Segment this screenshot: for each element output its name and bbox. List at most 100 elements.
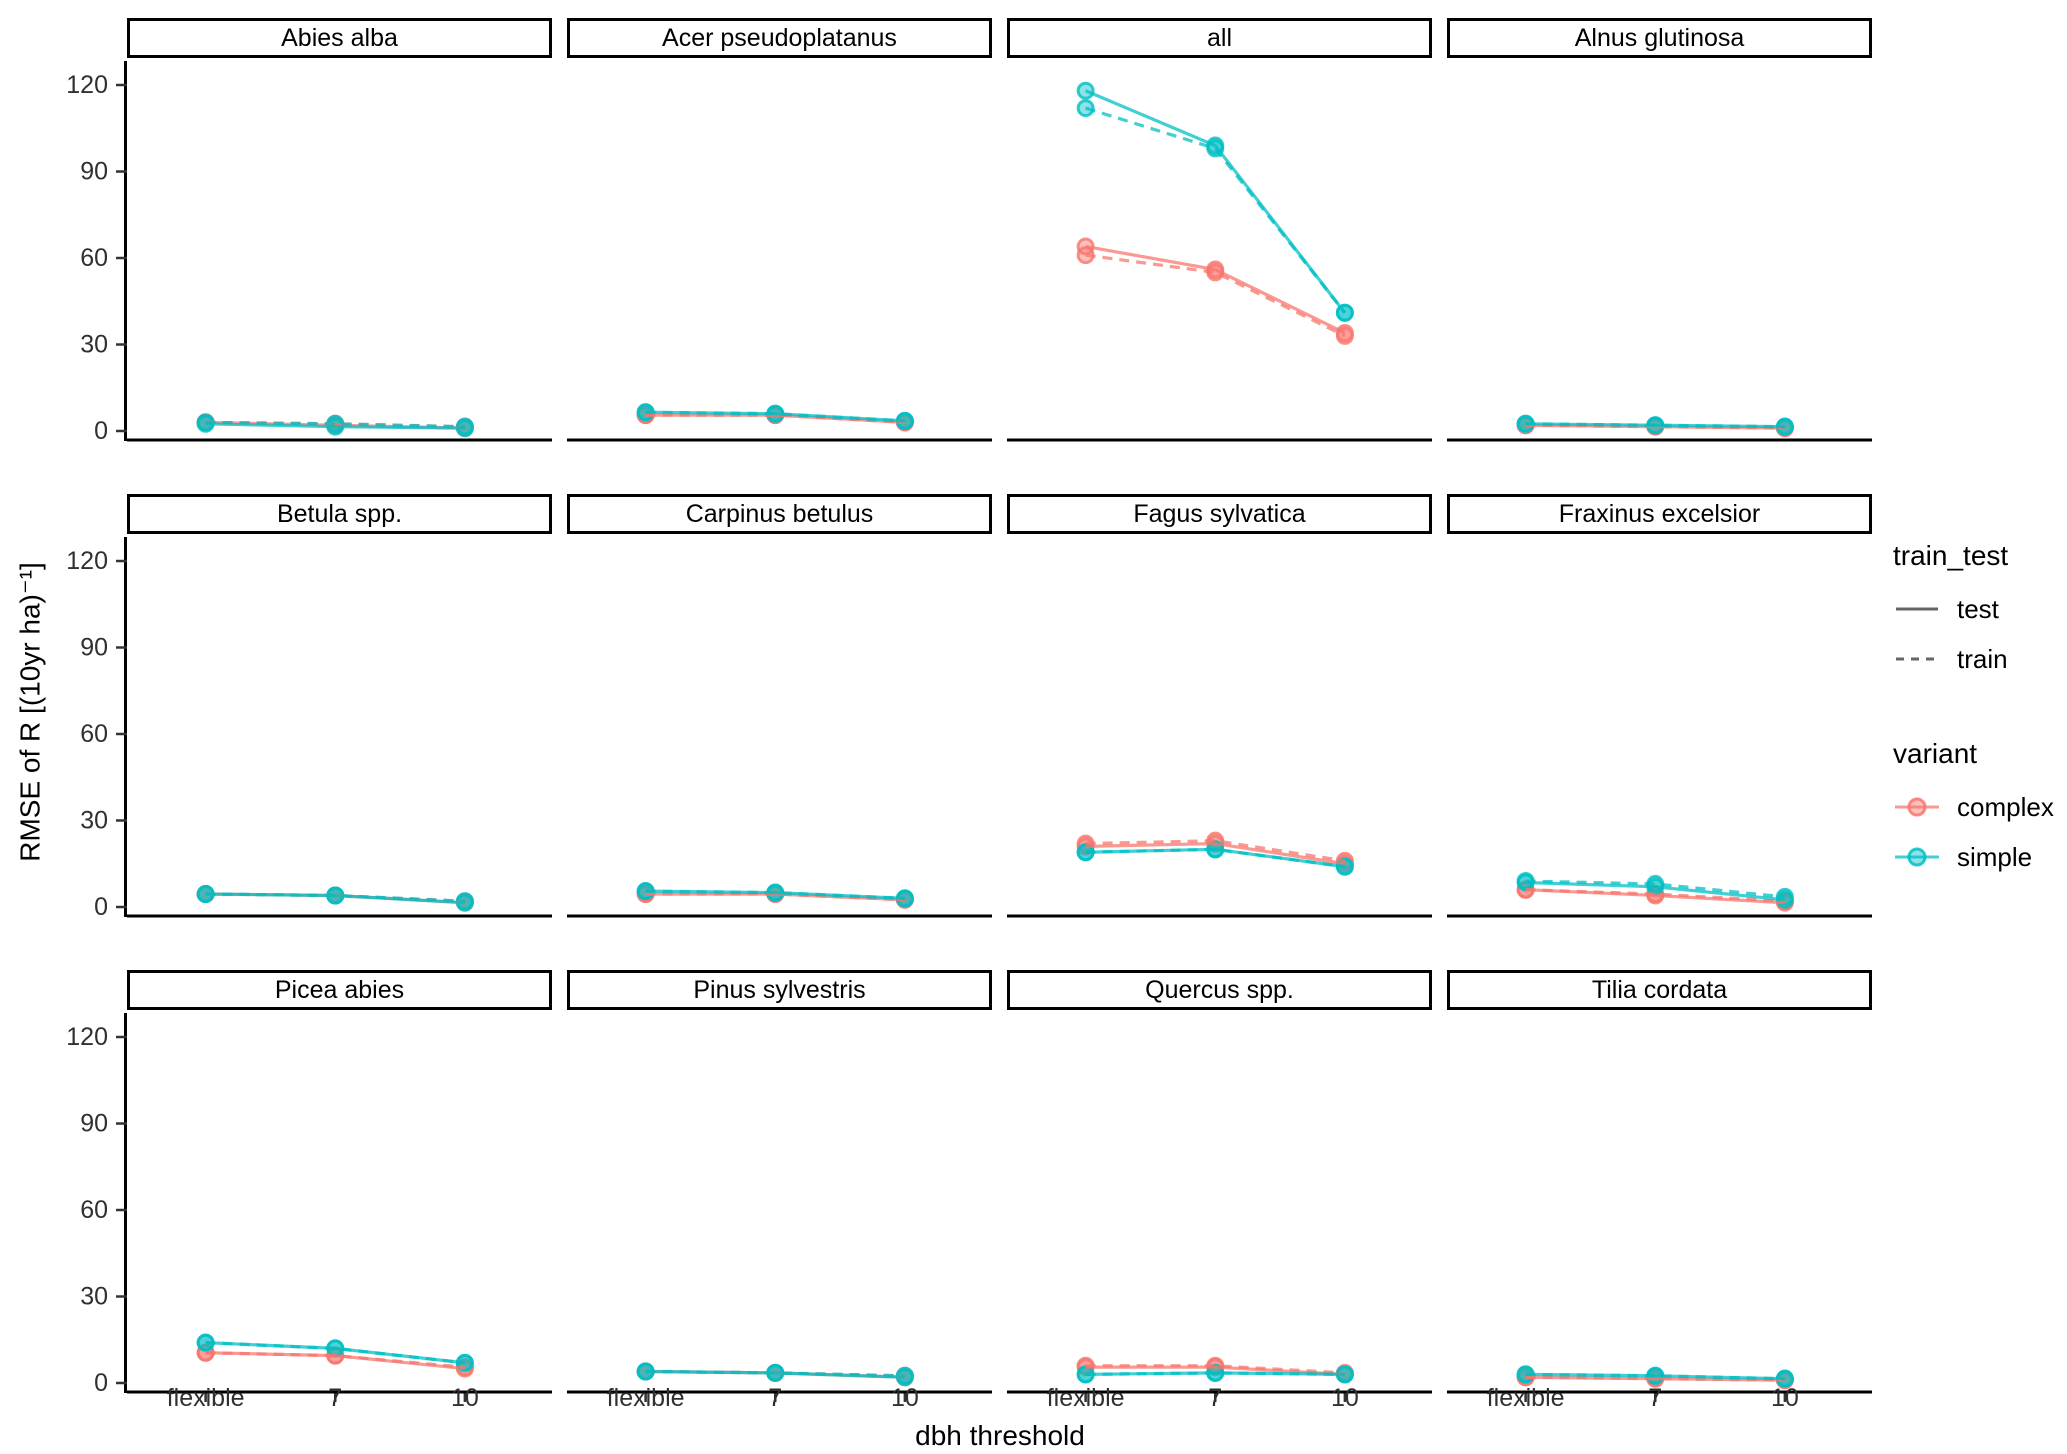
facet-cell: Betula spp. xyxy=(127,494,552,926)
y-axis-svg: 0 30 60 90 120 xyxy=(66,537,127,921)
line-complex-train xyxy=(1085,1364,1345,1375)
facet-panel xyxy=(1447,872,1872,918)
facet-cell: Acer pseudoplatanus xyxy=(567,18,992,450)
facet-strip: Acer pseudoplatanus xyxy=(567,18,992,58)
y-axis: 0 30 60 90 120 xyxy=(0,61,127,450)
facet-panel xyxy=(127,1333,552,1402)
facet-title: Betula spp. xyxy=(276,499,403,528)
y-axis-svg: 0 30 60 90 120 xyxy=(66,1013,127,1397)
facet-cell: Alnus glutinosa xyxy=(1447,18,1872,450)
line-simple-train xyxy=(645,1369,905,1378)
legend-label-test: test xyxy=(1957,593,1999,624)
line-simple-test xyxy=(205,422,465,430)
y-tick-label: 30 xyxy=(80,807,108,835)
line-complex-train xyxy=(645,892,905,902)
complex-series-icon xyxy=(1895,797,1939,817)
line-complex-train xyxy=(1085,253,1346,338)
facet-title: Pinus sylvestris xyxy=(693,975,866,1004)
facet-cell: Quercus spp. xyxy=(1007,970,1432,1405)
facet-strip: Carpinus betulus xyxy=(567,494,992,534)
facet-panel xyxy=(1007,831,1432,918)
facet-cell: Pinus sylvestris xyxy=(567,970,992,1405)
x-axis-tick-labels: flexible 7 10 flexible 7 10 flexible 7 10 flexibl… xyxy=(127,1384,1872,1416)
y-tick-label: 90 xyxy=(80,1110,108,1138)
facet-panel xyxy=(567,1362,992,1402)
line-simple-test xyxy=(1525,880,1786,902)
x-tick-label: 10 xyxy=(450,1384,479,1412)
facet-title: Alnus glutinosa xyxy=(1574,23,1745,52)
y-tick-label: 60 xyxy=(80,1196,108,1224)
facet-strip: Alnus glutinosa xyxy=(1447,18,1872,58)
line-complex-train xyxy=(645,413,905,424)
simple-series-icon xyxy=(1895,847,1939,867)
x-tick-label: 7 xyxy=(328,1384,343,1412)
line-complex-train xyxy=(1525,888,1785,903)
line-simple-train xyxy=(1085,106,1347,314)
x-tick-label: 10 xyxy=(890,1384,919,1412)
x-tick-label: flexible xyxy=(1486,1384,1565,1412)
line-simple-train xyxy=(1525,422,1785,429)
legend-item-complex: complex xyxy=(1893,782,2054,832)
solid-line-icon xyxy=(1896,607,1938,611)
y-tick-label: 120 xyxy=(66,71,108,99)
x-axis-title: dbh threshold xyxy=(915,1420,1085,1451)
facet-panel xyxy=(567,882,992,918)
y-tick-label: 60 xyxy=(80,244,108,272)
x-tick-label: 10 xyxy=(1770,1384,1799,1412)
line-complex-test xyxy=(1085,841,1346,866)
x-tick-label: 7 xyxy=(768,1384,783,1412)
y-tick-label: 90 xyxy=(80,634,108,662)
facet-title: Quercus spp. xyxy=(1145,975,1294,1004)
y-tick-label: 120 xyxy=(66,1023,108,1051)
legend-label-simple: simple xyxy=(1957,841,2033,872)
y-tick-label: 60 xyxy=(80,720,108,748)
y-tick-label: 120 xyxy=(66,547,108,575)
y-tick-label: 0 xyxy=(94,1369,108,1397)
y-tick-label: 0 xyxy=(94,417,108,445)
y-tick-label: 90 xyxy=(80,158,108,186)
facet-title: Picea abies xyxy=(274,975,405,1004)
y-axis: 0 30 60 90 120 xyxy=(0,1013,127,1405)
x-tick-label-column: flexible 7 10 xyxy=(127,1384,552,1416)
legend-variant-title: variant xyxy=(1893,738,1978,769)
facet-strip: Abies alba xyxy=(127,18,552,58)
facet-title: all xyxy=(1206,23,1232,52)
y-axis: 0 30 60 90 120 xyxy=(0,537,127,926)
line-simple-train xyxy=(205,1341,466,1365)
facet-panel xyxy=(1007,1356,1432,1402)
line-simple-train xyxy=(645,410,905,423)
x-tick-label: flexible xyxy=(1046,1384,1125,1412)
dashed-line-icon xyxy=(1896,657,1938,661)
y-tick-label: 30 xyxy=(80,1283,108,1311)
facet-cell: Tilia cordata xyxy=(1447,970,1872,1405)
facet-title: Abies alba xyxy=(281,23,398,52)
facet-strip: Tilia cordata xyxy=(1447,970,1872,1010)
x-tick-label: 10 xyxy=(1330,1384,1359,1412)
facet-title: Acer pseudoplatanus xyxy=(662,23,897,52)
legend-label-complex: complex xyxy=(1957,791,2054,822)
facet-panel xyxy=(1007,81,1432,442)
line-complex-train xyxy=(1525,1375,1785,1382)
legend-label-train: train xyxy=(1957,643,2008,674)
x-tick-label: 7 xyxy=(1208,1384,1223,1412)
facet-panel xyxy=(127,413,552,442)
facet-cell: all xyxy=(1007,18,1432,450)
x-tick-label: flexible xyxy=(606,1384,685,1412)
x-tick-label: flexible xyxy=(166,1384,245,1412)
facet-title: Fagus sylvatica xyxy=(1133,499,1306,528)
facet-row: 0 30 60 90 120 Picea abies Pinus sylvestris Que… xyxy=(0,970,1872,1405)
facet-title: Carpinus betulus xyxy=(685,499,874,528)
legend: train_test test train variant complex xyxy=(1893,540,2054,882)
line-simple-train xyxy=(205,892,465,903)
facet-row: 0 30 60 90 120 Betula spp. Carpinus betulus Fag… xyxy=(0,494,1872,926)
y-tick-label: 0 xyxy=(94,893,108,921)
facet-cell: Fagus sylvatica xyxy=(1007,494,1432,926)
legend-train-test-title: train_test xyxy=(1893,540,2009,571)
facet-grid: 0 30 60 90 120 Abies alba Acer pseudoplatanus a… xyxy=(0,18,1872,1405)
facet-strip: all xyxy=(1007,18,1432,58)
x-tick-label: 7 xyxy=(1648,1384,1663,1412)
y-tick-label: 30 xyxy=(80,331,108,359)
facet-title: Tilia cordata xyxy=(1591,975,1728,1004)
facet-strip: Betula spp. xyxy=(127,494,552,534)
